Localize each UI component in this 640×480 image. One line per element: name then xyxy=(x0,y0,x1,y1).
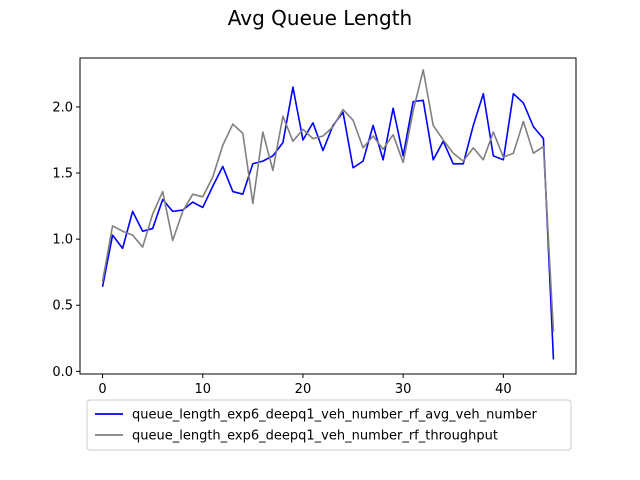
legend-label-1: queue_length_exp6_deepq1_veh_number_rf_a… xyxy=(132,408,537,423)
axes-frame xyxy=(79,57,577,375)
y-tick-label: 2.0 xyxy=(52,100,73,115)
y-tick-label: 1.5 xyxy=(52,167,73,182)
series-line-1 xyxy=(101,86,555,360)
plot-area: 0 10 20 30 40 0.0 0.5 1.0 1.5 2.0 xyxy=(52,57,577,397)
legend-label-2: queue_length_exp6_deepq1_veh_number_rf_t… xyxy=(132,429,498,444)
x-tick-label: 10 xyxy=(194,382,211,397)
x-tick-label: 40 xyxy=(495,382,512,397)
chart-title: Avg Queue Length xyxy=(228,6,412,30)
x-tick-label: 20 xyxy=(295,382,312,397)
y-tick-label: 0.5 xyxy=(52,299,73,314)
y-tick-label: 1.0 xyxy=(52,233,73,248)
series-line-2 xyxy=(101,69,555,332)
x-tick-label: 30 xyxy=(395,382,412,397)
y-tick-label: 0.0 xyxy=(52,365,73,380)
legend: queue_length_exp6_deepq1_veh_number_rf_a… xyxy=(86,399,572,451)
x-tick-label: 0 xyxy=(98,382,106,397)
legend-box xyxy=(86,399,572,451)
